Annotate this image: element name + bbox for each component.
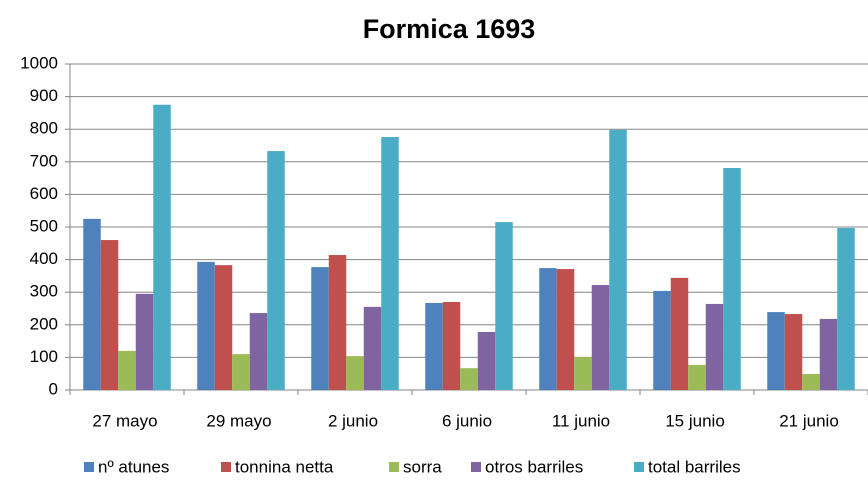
x-tick-label: 21 junio (779, 411, 839, 430)
bar (363, 306, 382, 390)
bar (118, 350, 136, 390)
legend-label: nº atunes (98, 457, 169, 476)
bar (705, 303, 724, 390)
bar (135, 293, 154, 390)
legend-swatch (221, 462, 231, 472)
bar (311, 267, 329, 390)
legend-label: sorra (403, 457, 442, 476)
bar (767, 312, 785, 390)
y-tick-label: 600 (30, 184, 58, 203)
bar (381, 137, 399, 390)
x-tick-label: 29 mayo (206, 411, 271, 430)
x-tick-label: 6 junio (442, 411, 492, 430)
y-tick-label: 100 (30, 347, 58, 366)
y-tick-label: 800 (30, 119, 58, 138)
y-tick-label: 300 (30, 282, 58, 301)
bar (197, 261, 215, 390)
y-tick-label: 900 (30, 86, 58, 105)
bar (425, 302, 443, 390)
bar (574, 357, 592, 390)
bar (442, 301, 461, 390)
bar (591, 285, 610, 390)
x-tick-label: 15 junio (665, 411, 725, 430)
bar (232, 354, 250, 390)
y-tick-label: 500 (30, 216, 58, 235)
legend-label: otros barriles (485, 457, 583, 476)
y-tick-label: 200 (30, 314, 58, 333)
x-tick-label: 27 mayo (92, 411, 157, 430)
bar (267, 151, 285, 390)
bar (83, 218, 101, 390)
x-tick-label: 2 junio (328, 411, 378, 430)
y-tick-label: 0 (49, 379, 58, 398)
bar (688, 364, 706, 390)
bar (802, 374, 820, 390)
legend-label: total barriles (648, 457, 741, 476)
bar (819, 318, 838, 390)
bar (214, 265, 233, 390)
legend-swatch (84, 462, 94, 472)
legend-swatch (634, 462, 644, 472)
bar (723, 167, 741, 390)
bar (539, 268, 557, 390)
bar (460, 368, 478, 390)
bar (653, 290, 671, 390)
bar (249, 313, 268, 390)
legend-label: tonnina netta (235, 457, 334, 476)
chart-title: Formica 1693 (363, 14, 536, 44)
bar (100, 240, 119, 390)
bar (495, 222, 513, 390)
legend-swatch (471, 462, 481, 472)
bar (556, 269, 575, 390)
bar (837, 227, 855, 390)
bar (328, 255, 347, 390)
x-tick-label: 11 junio (552, 411, 610, 430)
y-tick-label: 700 (30, 151, 58, 170)
legend-swatch (389, 462, 399, 472)
y-tick-label: 400 (30, 249, 58, 268)
bar (346, 356, 364, 390)
bar (153, 104, 171, 390)
bar (477, 331, 496, 390)
bar (609, 129, 627, 391)
bar (670, 277, 689, 390)
y-tick-label: 1000 (20, 53, 58, 72)
bar (784, 314, 803, 390)
